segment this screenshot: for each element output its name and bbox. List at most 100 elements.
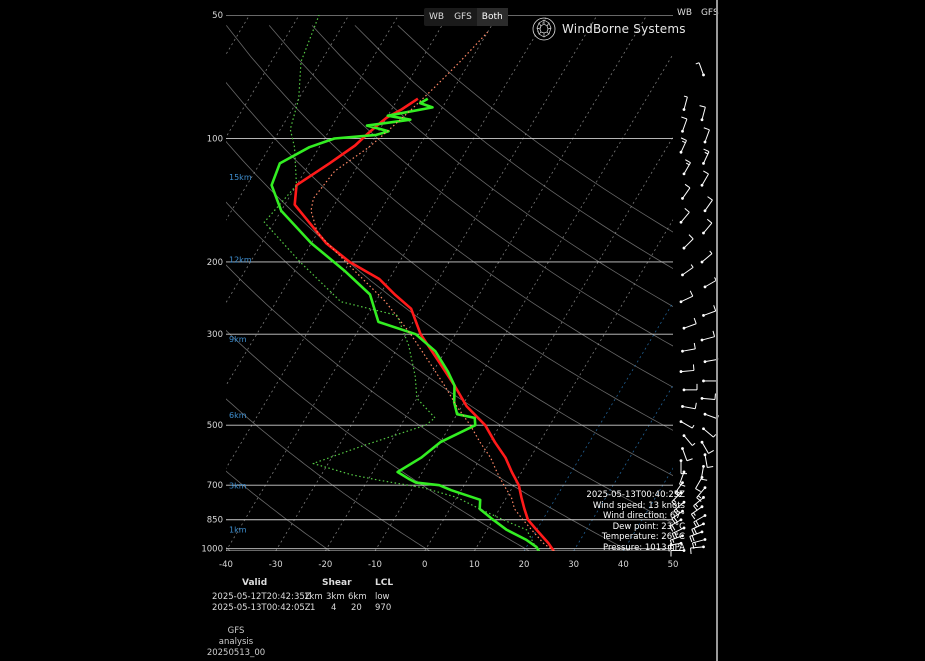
wind-barb-shaft (701, 441, 709, 454)
wind-barb-flag (691, 542, 695, 549)
wind-barb-head (679, 370, 683, 373)
wind-barb-head (703, 285, 707, 289)
wind-barb-shaft (692, 539, 706, 544)
stats-row1-valid: 2025-05-12T20:42:35Z (212, 592, 311, 602)
gfs-temperature-line (310, 31, 555, 551)
stats-row2-lcl: 970 (375, 603, 392, 613)
wind-barb-flag (691, 529, 695, 536)
wind-barb-shaft (703, 310, 716, 316)
wind-barb (681, 116, 688, 133)
wind-barb-shaft (704, 129, 710, 143)
x-tick-label: 40 (618, 560, 629, 570)
stats-row2-shear-1km: 1 (310, 603, 316, 613)
wind-barb-head (679, 518, 683, 522)
wind-barb-head (702, 522, 705, 526)
stats-table: Valid Shear LCL 2025-05-12T20:42:35Z 1km… (0, 578, 420, 618)
wind-barb (691, 538, 707, 549)
wind-barb (700, 440, 714, 454)
wind-barb-shaft (682, 348, 696, 352)
toggle-gfs-button[interactable]: GFS (454, 12, 472, 22)
toggle-wb-button[interactable]: WB (429, 12, 445, 22)
wind-barb (702, 148, 710, 165)
model-info: GFS analysis 20250513_00 (196, 626, 276, 659)
wind-barb-flag (673, 510, 679, 516)
isotherm (226, 15, 250, 56)
wind-barb-head (682, 388, 686, 392)
wind-barb-flag (696, 497, 702, 502)
dry-adiabat (226, 25, 673, 388)
x-tick-label: -10 (368, 560, 382, 570)
wind-barb-flag (701, 478, 708, 481)
x-tick-label: -30 (269, 560, 283, 570)
wind-barb (681, 264, 694, 277)
wind-barb-flag (692, 442, 696, 446)
wind-barb-head (679, 420, 683, 424)
dry-adiabat (397, 25, 673, 233)
wind-barb-flag (670, 545, 672, 549)
dry-adiabat (226, 81, 673, 431)
tooltip-wind-speed: Wind speed: 13 knots (592, 500, 685, 511)
toggle-both-button[interactable]: Both (476, 8, 508, 26)
wind-barb-shaft (701, 397, 715, 400)
isotherm (324, 15, 648, 551)
stats-sub-6km: 6km (348, 592, 367, 602)
wind-barb (671, 526, 686, 540)
y-tick-label: 700 (207, 481, 223, 491)
wind-barb-head (700, 530, 704, 534)
wind-barb-head (681, 129, 684, 133)
wind-barb-flag (681, 116, 688, 120)
wind-barb-flag (685, 162, 690, 166)
wind-barb (682, 159, 691, 176)
wind-barb-head (702, 231, 705, 235)
height-label: 12km (229, 255, 252, 264)
wind-barb-flag (686, 458, 693, 462)
wind-barb-flag (703, 127, 710, 131)
wind-barb-flag (684, 183, 691, 189)
y-tick-label: 50 (212, 11, 223, 21)
wind-barb-flag (691, 424, 695, 429)
wind-barb-shaft (691, 523, 704, 530)
wind-barb-shaft (680, 421, 693, 429)
wind-barb-head (682, 526, 686, 530)
wind-barb (700, 464, 708, 481)
wind-barb-flag (693, 521, 698, 528)
wind-barb-flag (669, 540, 673, 547)
tooltip-time: 2025-05-13T00:40:25Z (586, 490, 685, 500)
wind-barb (681, 183, 691, 200)
wind-barb-shaft (683, 162, 691, 175)
source-toggle[interactable]: WB GFS Both (424, 8, 508, 26)
wind-barbs (667, 62, 719, 557)
wind-barb (702, 305, 717, 317)
wind-barb-shaft (682, 187, 691, 199)
wind-barb-flag (671, 518, 676, 524)
tooltip-dew-point: Dew point: 23 °C (612, 521, 685, 532)
wind-barb-flag (707, 465, 714, 468)
x-tick-label: -20 (318, 560, 332, 570)
wind-barb-flag (688, 234, 694, 240)
stats-sub-3km: 3km (326, 592, 345, 602)
wind-barb-flag (673, 516, 678, 523)
height-label: 1km (229, 526, 247, 535)
windborne-logo: WindBorne Systems (532, 17, 686, 41)
dry-adiabat (226, 140, 673, 477)
stats-row1-lcl: low (375, 592, 390, 602)
wind-barb-head (679, 541, 683, 545)
wind-barb-shaft (680, 369, 694, 373)
wind-barb-shaft (701, 253, 713, 263)
wind-barb-flag (694, 542, 697, 546)
wind-barb-flag (709, 250, 713, 254)
wind-barb (679, 290, 694, 304)
wind-barb-head (682, 549, 686, 552)
wind-barb-head (700, 440, 704, 444)
isotherm (573, 384, 673, 551)
wind-barb (700, 250, 713, 264)
dry-adiabat (226, 201, 673, 524)
wind-barb-shaft (693, 497, 704, 507)
wind-barb-shaft (682, 266, 694, 276)
wind-barb-flag (704, 151, 709, 155)
stats-row2-valid: 2025-05-13T00:42:05Z (212, 603, 311, 613)
wind-barb-head (702, 496, 705, 499)
wind-barb (702, 218, 713, 235)
x-tick-label: 10 (469, 560, 480, 570)
